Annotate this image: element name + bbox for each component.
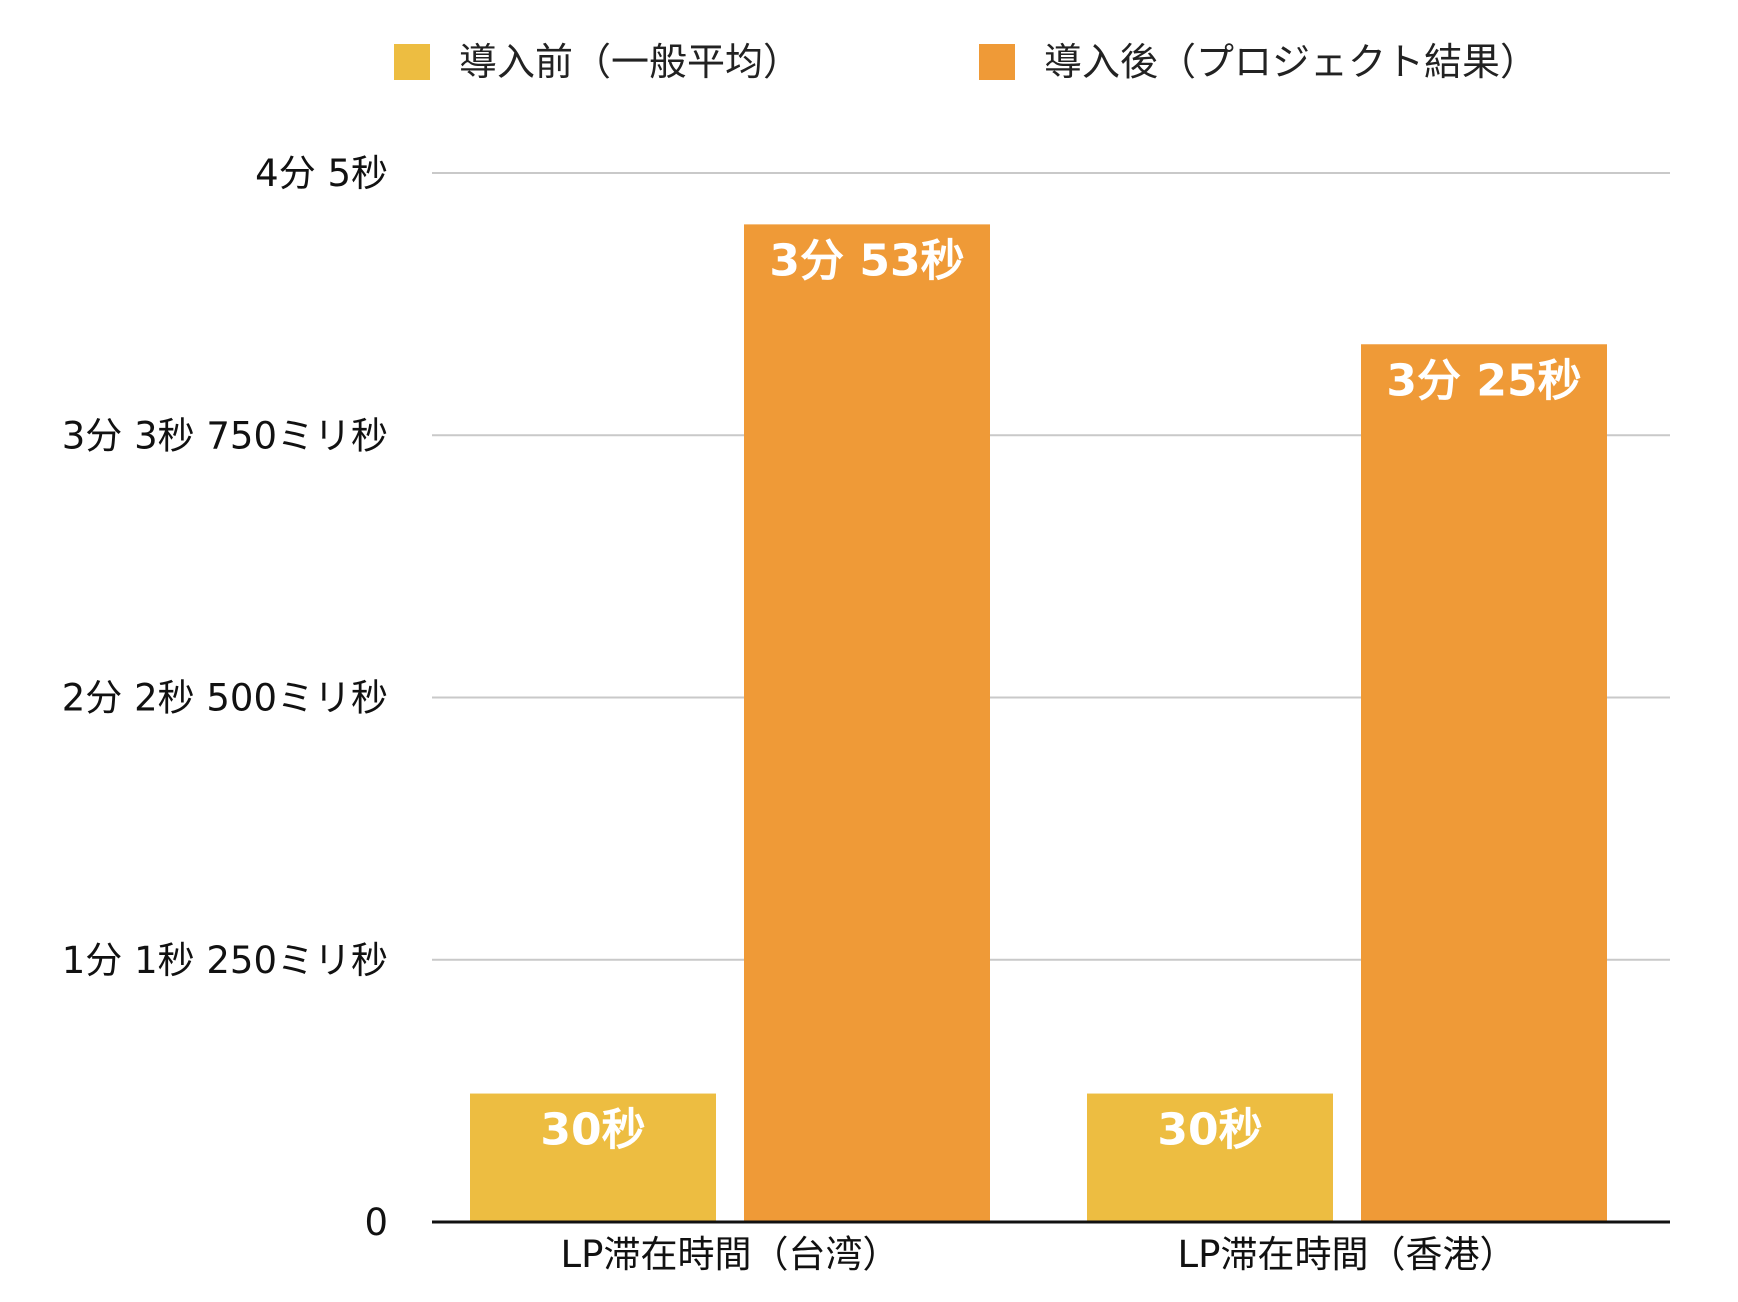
bar-value-label: 3分 53秒 bbox=[769, 235, 964, 286]
bar-value-label: 3分 25秒 bbox=[1386, 355, 1581, 406]
y-axis-ticks: 0 1分 1秒 250ミリ秒 2分 2秒 500ミリ秒 3分 3秒 750ミリ秒 4分 … bbox=[62, 152, 388, 1244]
legend-swatch bbox=[979, 44, 1015, 80]
y-tick-label: 0 bbox=[364, 1201, 388, 1244]
bar-value-label: 30秒 bbox=[1157, 1105, 1262, 1156]
legend-label: 導入前（一般平均） bbox=[459, 40, 801, 84]
legend: 導入前（一般平均） 導入後（プロジェクト結果） bbox=[394, 40, 1538, 84]
bar-value-labels: 30秒 3分 53秒 30秒 3分 25秒 bbox=[540, 235, 1581, 1155]
y-tick-label: 3分 3秒 750ミリ秒 bbox=[62, 414, 388, 457]
x-category-label: LP滞在時間（台湾） bbox=[561, 1233, 900, 1276]
bars bbox=[470, 224, 1607, 1223]
bar-before-1 bbox=[470, 1093, 716, 1222]
x-axis-categories: LP滞在時間（台湾） LP滞在時間（香港） bbox=[561, 1233, 1517, 1276]
y-tick-label: 1分 1秒 250ミリ秒 bbox=[62, 939, 388, 982]
legend-label: 導入後（プロジェクト結果） bbox=[1044, 40, 1538, 84]
bar-before-2 bbox=[1087, 1093, 1333, 1222]
bar-after-1 bbox=[744, 224, 990, 1223]
legend-swatch bbox=[394, 44, 430, 80]
bar-value-label: 30秒 bbox=[540, 1105, 645, 1156]
bar-after-2 bbox=[1361, 344, 1607, 1222]
y-tick-label: 4分 5秒 bbox=[255, 152, 388, 195]
x-category-label: LP滞在時間（香港） bbox=[1178, 1233, 1517, 1276]
y-tick-label: 2分 2秒 500ミリ秒 bbox=[62, 677, 388, 720]
